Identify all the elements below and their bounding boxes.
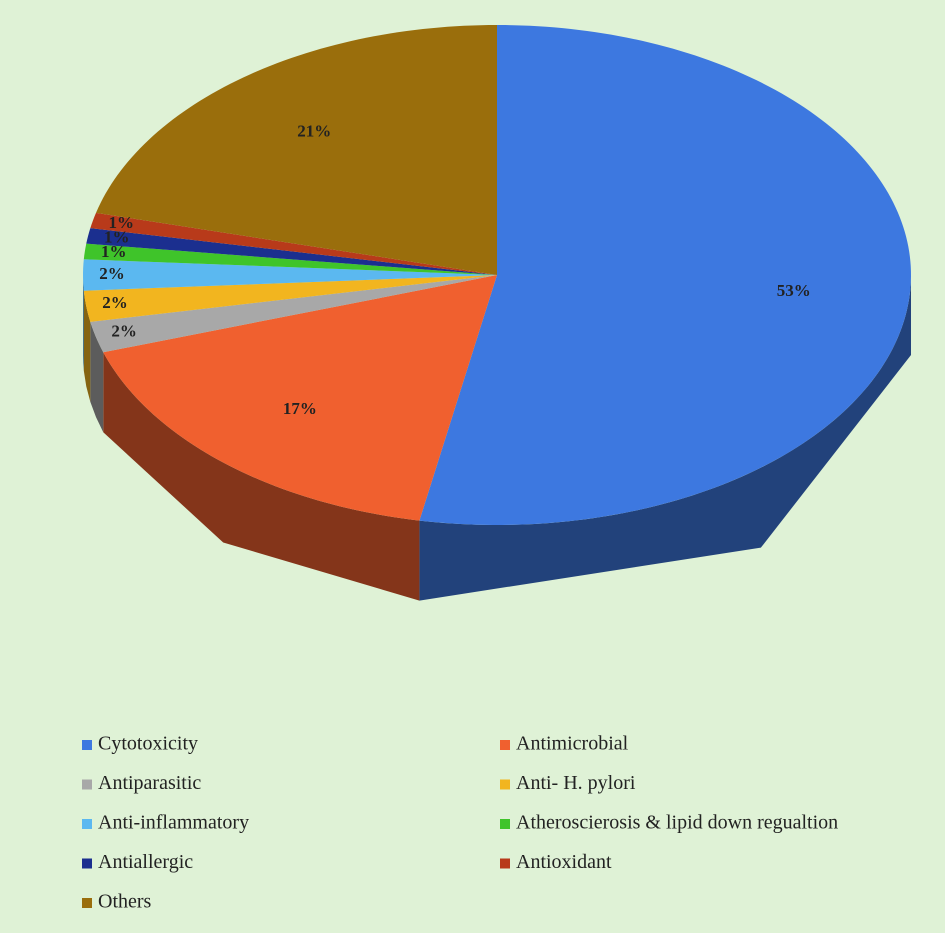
- slice: [83, 243, 498, 275]
- legend-label: Antimicrobial: [516, 733, 629, 755]
- slice-side: [103, 352, 420, 601]
- legend-label: Others: [98, 891, 152, 913]
- slice: [90, 275, 498, 353]
- slice: [419, 25, 911, 525]
- slice-side: [90, 321, 104, 433]
- legend-swatch: [82, 858, 92, 869]
- slice: [83, 275, 498, 322]
- legend-swatch: [82, 779, 92, 790]
- legend-label: Atheroscierosis & lipid down regualtion: [516, 812, 838, 834]
- data-label: 1%: [101, 242, 127, 261]
- legend-label: Antioxidant: [516, 851, 612, 873]
- data-label: 1%: [104, 228, 130, 247]
- legend-swatch: [500, 740, 510, 750]
- legend-swatch: [82, 898, 92, 908]
- legend-swatch: [500, 779, 510, 790]
- slice: [83, 259, 498, 291]
- legend-label: Anti-inflammatory: [98, 812, 249, 834]
- legend-swatch: [82, 819, 92, 829]
- slice: [86, 228, 497, 275]
- data-label: 2%: [102, 293, 128, 312]
- slice-side: [83, 275, 84, 371]
- data-label: 53%: [777, 281, 811, 300]
- legend-swatch: [82, 740, 92, 750]
- legend-swatch: [500, 858, 510, 869]
- legend-label: Anti- H. pylori: [516, 772, 636, 794]
- legend-label: Cytotoxicity: [98, 733, 198, 755]
- legend-label: Antiallergic: [98, 851, 193, 873]
- slice-side: [83, 290, 91, 402]
- slice: [90, 212, 498, 275]
- data-label: 17%: [283, 399, 317, 418]
- data-label: 1%: [109, 213, 135, 232]
- legend-swatch: [500, 819, 510, 829]
- data-label: 21%: [297, 122, 331, 141]
- slice-side: [419, 275, 911, 601]
- data-label: 2%: [99, 264, 125, 283]
- data-label: 2%: [111, 322, 137, 341]
- legend-label: Antiparasitic: [98, 772, 201, 794]
- slice: [96, 25, 498, 275]
- slice: [103, 275, 497, 521]
